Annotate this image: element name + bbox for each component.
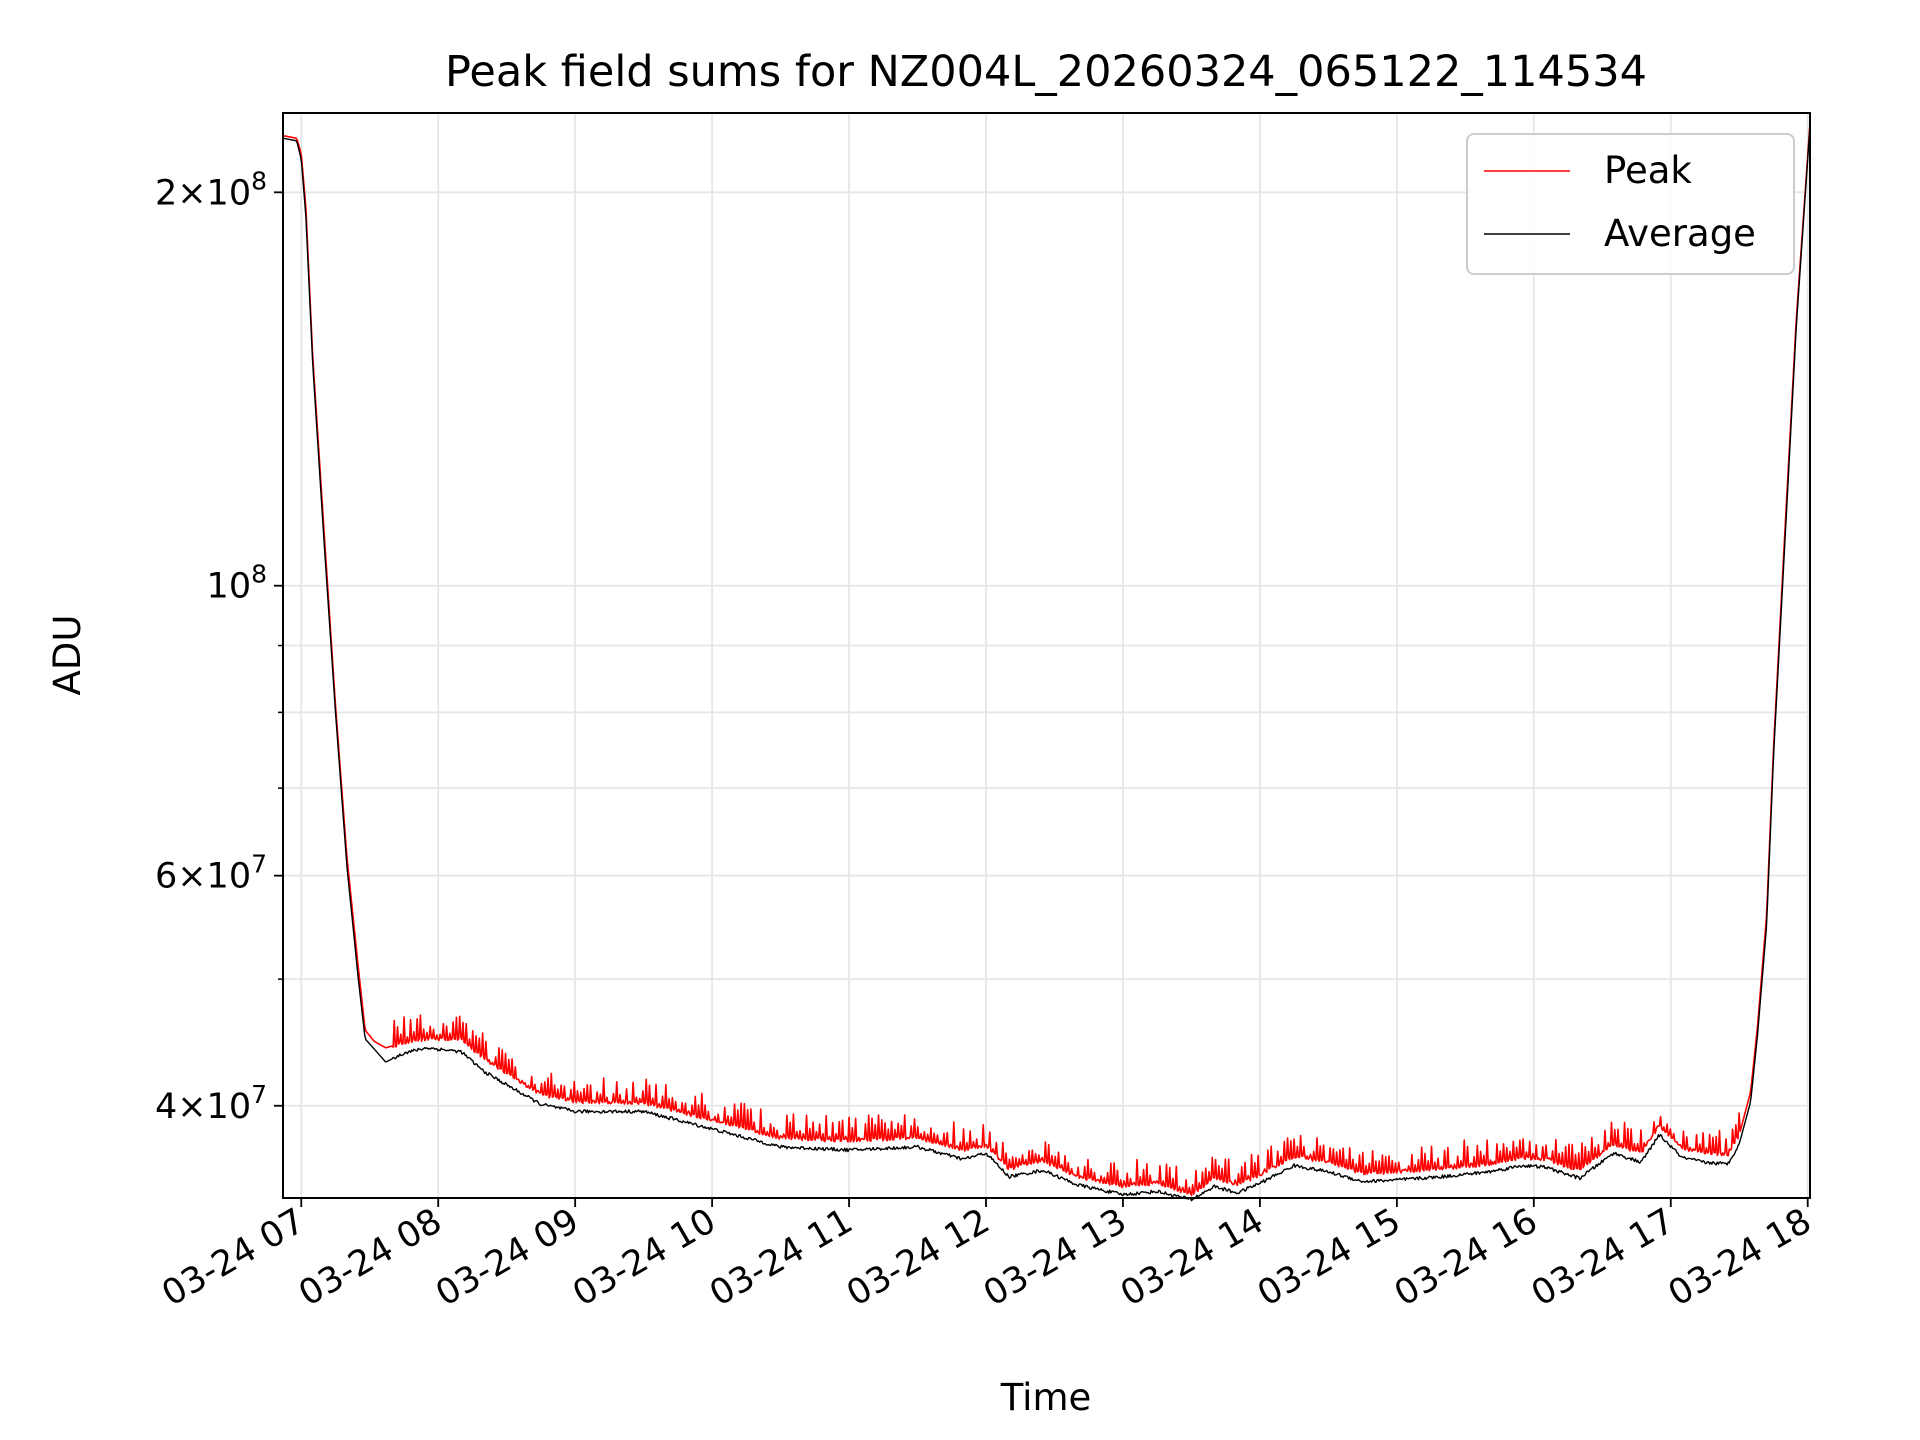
plot-area [282,122,1811,1202]
y-tick-label: 2×108 [155,166,267,213]
y-tick-label: 4×107 [155,1080,267,1127]
legend-label-peak: Peak [1604,149,1692,192]
legend-box [1466,133,1795,275]
y-tick-label: 6×107 [155,850,267,897]
series-line-average [282,125,1811,1202]
y-axis-label: ADU [46,615,89,696]
grid [283,113,1810,1198]
plot-frame [282,112,1811,1199]
legend-label-average: Average [1604,212,1756,255]
series-line-peak [282,122,1811,1197]
chart-title: Peak field sums for NZ004L_20260324_0651… [445,47,1647,97]
x-axis-label: Time [1000,1376,1092,1419]
y-tick-label: 108 [207,560,267,607]
legend: Peak Average [1466,133,1795,275]
